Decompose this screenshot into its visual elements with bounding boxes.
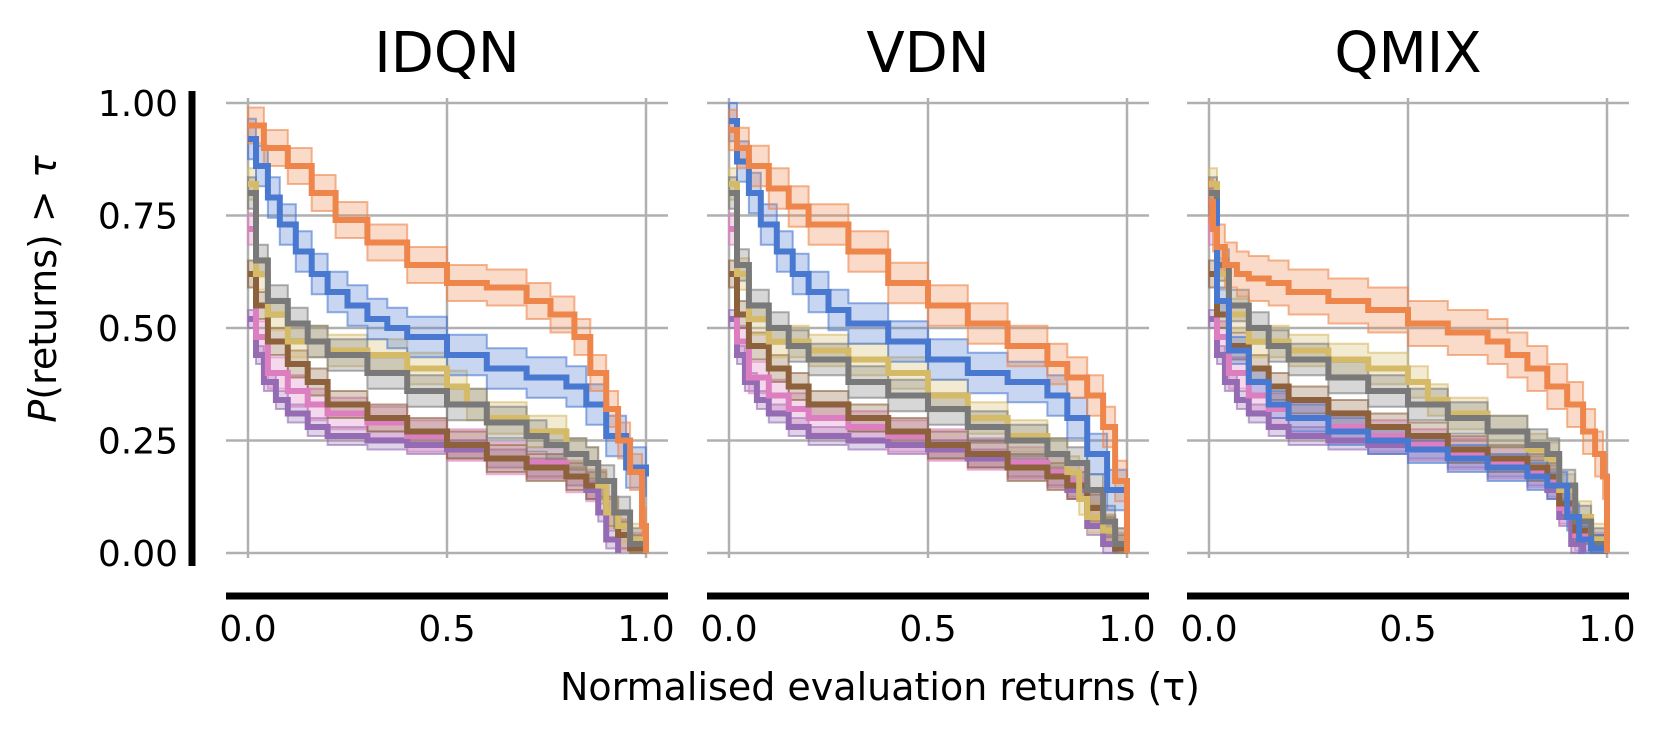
x-tick-label-idqn-2: 1.0 <box>617 609 674 650</box>
y-tick-label-3: 0.75 <box>98 197 178 238</box>
series-vdn-orange <box>729 127 1130 553</box>
series-vdn-brown <box>729 271 1130 553</box>
x-tick-label-qmix-2: 1.0 <box>1578 609 1635 650</box>
x-tick-label-idqn-1: 0.5 <box>418 609 475 650</box>
y-axis-label: P(returns) > τ <box>21 154 65 423</box>
band-vdn-blue <box>728 102 1128 520</box>
series-vdn-gray <box>729 190 1130 553</box>
panel-title-idqn: IDQN <box>374 21 520 86</box>
y-tick-label-4: 1.00 <box>98 84 178 125</box>
panel-qmix: QMIX 0.0 0.5 1.0 <box>1180 21 1635 650</box>
panel-idqn: IDQN 0.0 0.5 1.0 <box>219 21 674 650</box>
series-qmix-blue <box>1209 199 1610 553</box>
y-tick-label-0: 0.00 <box>98 534 178 575</box>
series-qmix-purple <box>1209 316 1587 553</box>
y-axis-label-mid: (returns) > <box>21 178 65 400</box>
x-tick-label-vdn-0: 0.0 <box>700 609 757 650</box>
x-tick-label-vdn-1: 0.5 <box>899 609 956 650</box>
panel-title-vdn: VDN <box>866 21 989 86</box>
y-axis: 0.00 0.25 0.50 0.75 1.00 <box>98 84 196 575</box>
panel-title-qmix: QMIX <box>1334 21 1481 86</box>
y-axis-label-tau: τ <box>21 154 65 178</box>
series-idqn-purple <box>248 316 622 553</box>
x-axis-label: Normalised evaluation returns (τ) <box>560 665 1200 709</box>
band-vdn-orange <box>728 108 1128 553</box>
x-tick-label-qmix-1: 0.5 <box>1379 609 1436 650</box>
series-idqn-blue <box>248 136 649 477</box>
panel-vdn: VDN 0.0 0.5 1.0 <box>700 21 1155 650</box>
band-idqn-blue <box>247 117 647 497</box>
x-tick-label-idqn-0: 0.0 <box>219 609 276 650</box>
x-tick-label-qmix-0: 0.0 <box>1180 609 1237 650</box>
series-qmix-orange <box>1209 199 1610 553</box>
y-tick-label-2: 0.50 <box>98 309 178 350</box>
series-idqn-orange <box>248 122 649 553</box>
y-axis-label-prefix: P <box>21 400 65 423</box>
series-vdn-blue <box>729 118 1130 499</box>
y-tick-label-1: 0.25 <box>98 422 178 463</box>
band-qmix-orange <box>1208 178 1608 553</box>
x-tick-label-vdn-2: 1.0 <box>1098 609 1155 650</box>
series-idqn-gray <box>248 190 649 553</box>
